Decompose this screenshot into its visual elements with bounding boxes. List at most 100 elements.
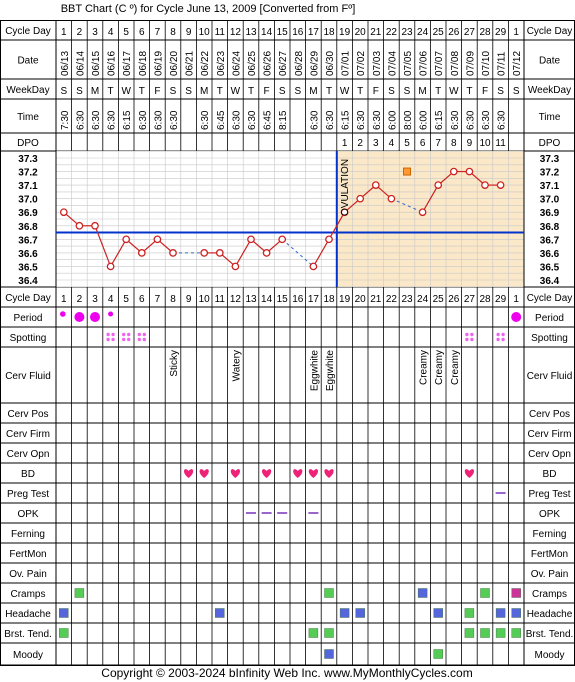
ovulation-label: OVULATION <box>340 159 351 216</box>
weekday-label: T <box>435 86 441 97</box>
row-label-ov_pain-right: Ov. Pain <box>531 569 569 580</box>
period-dot <box>511 312 522 322</box>
weekday-label: W <box>449 86 459 97</box>
dpo-label: 8 <box>451 138 457 149</box>
row-label-moody-right: Moody <box>534 650 564 661</box>
temp-point <box>137 249 146 257</box>
cycle-day-label-lower: 18 <box>323 294 335 305</box>
row-label-fertmon-left: FertMon <box>9 549 46 560</box>
brst_tend-square <box>324 628 334 638</box>
date-label: 06/16 <box>107 51 118 76</box>
date-label: 06/20 <box>169 51 180 76</box>
cycle-day-label: 13 <box>245 27 257 38</box>
weekday-label: S <box>388 86 395 97</box>
row-label-moody-left: Moody <box>13 650 43 661</box>
y-tick-label-right: 36.8 <box>540 222 560 233</box>
temp-point <box>371 181 380 189</box>
row-label-dpo-left: DPO <box>17 138 39 149</box>
cycle-day-label-lower: 15 <box>277 294 289 305</box>
dpo-label: 3 <box>373 138 379 149</box>
time-label: 6:30 <box>465 110 476 130</box>
cramps-square <box>480 588 490 598</box>
y-tick-label-right: 37.3 <box>540 154 560 165</box>
brst_tend-square <box>308 628 319 638</box>
bd-heart <box>293 469 303 478</box>
temp-segment <box>234 239 252 267</box>
dpo-label: 1 <box>342 138 348 149</box>
y-tick-label-left: 36.8 <box>18 222 38 233</box>
period-dot <box>74 312 85 322</box>
time-label: 8:00 <box>403 110 414 130</box>
cycle-day-label: 6 <box>139 27 145 38</box>
bd-heart <box>230 469 241 478</box>
weekday-label: S <box>294 86 301 97</box>
y-tick-label-left: 36.5 <box>18 262 38 273</box>
cycle-day-label-lower: 13 <box>245 294 257 305</box>
date-label: 06/17 <box>122 51 133 76</box>
row-label-headache-right: Headache <box>527 609 573 620</box>
weekday-label: S <box>185 86 192 97</box>
bd-heart <box>261 469 272 478</box>
weekday-label: S <box>497 86 504 97</box>
cycle-day-label-lower: 21 <box>370 294 382 305</box>
weekday-label: S <box>404 86 411 97</box>
cycle-day-label-lower: 16 <box>292 294 304 305</box>
row-label-cycle_day-right: Cycle Day <box>527 26 573 37</box>
date-label: 06/19 <box>153 51 164 76</box>
date-label: 07/06 <box>419 51 430 76</box>
cycle-day-label: 11 <box>215 27 226 38</box>
cycle-day-label-lower: 14 <box>261 294 273 305</box>
headache-square <box>433 608 443 618</box>
cerv-fluid-label: Watery <box>231 350 242 381</box>
dpo-label: 4 <box>389 138 395 149</box>
spotting-dot <box>501 332 505 337</box>
temp-segment <box>422 184 439 213</box>
temp-point <box>59 208 68 217</box>
weekday-label: T <box>108 86 114 97</box>
temp-point <box>215 249 224 257</box>
footer-copyright: Copyright © 2003-2024 bInfinity Web Inc.… <box>101 666 472 680</box>
bd-heart <box>308 469 319 478</box>
dpo-label: 10 <box>479 138 491 149</box>
date-label: 06/14 <box>75 51 86 76</box>
bd-heart <box>464 469 475 478</box>
date-label: 07/10 <box>481 51 492 76</box>
spotting-dot <box>142 337 146 342</box>
y-tick-label-left: 36.4 <box>18 276 38 287</box>
spotting-dot <box>122 337 126 342</box>
row-label-date-right: Date <box>539 56 561 67</box>
temp-point <box>75 221 84 230</box>
dpo-label: 2 <box>357 138 363 149</box>
cycle-day-label: 22 <box>386 27 398 38</box>
temp-point <box>122 235 131 244</box>
date-label: 06/30 <box>325 51 336 76</box>
period-dot-small <box>108 311 114 317</box>
period-dot <box>90 312 100 322</box>
row-label-cerv_opn-right: Cerv Opn <box>528 449 571 460</box>
weekday-label: F <box>482 86 488 97</box>
cerv-fluid-label: Sticky <box>169 350 180 377</box>
cramps-square <box>74 588 85 598</box>
dpo-label: 11 <box>495 138 506 149</box>
cycle-day-label: 15 <box>277 27 289 38</box>
spotting-dot <box>127 332 131 337</box>
y-tick-label-right: 36.5 <box>540 262 560 273</box>
headache-square <box>339 608 350 618</box>
cycle-day-label-lower: 22 <box>386 294 398 305</box>
brst_tend-square <box>59 628 69 638</box>
spotting-dot <box>127 337 131 342</box>
moody-square <box>324 649 334 659</box>
temp-point <box>169 249 177 257</box>
weekday-label: S <box>60 86 67 97</box>
date-label: 06/18 <box>138 51 149 76</box>
time-label: 6:30 <box>309 110 320 130</box>
row-label-time-right: Time <box>539 112 561 123</box>
cycle-day-label-lower: 10 <box>199 294 211 305</box>
headache-square <box>355 608 365 618</box>
time-label: 6:30 <box>200 110 211 130</box>
cycle-day-label-lower: 28 <box>479 294 491 305</box>
date-label: 07/11 <box>497 51 508 76</box>
cycle-day-label: 1 <box>61 27 67 38</box>
row-label-bd-left: BD <box>21 469 35 480</box>
